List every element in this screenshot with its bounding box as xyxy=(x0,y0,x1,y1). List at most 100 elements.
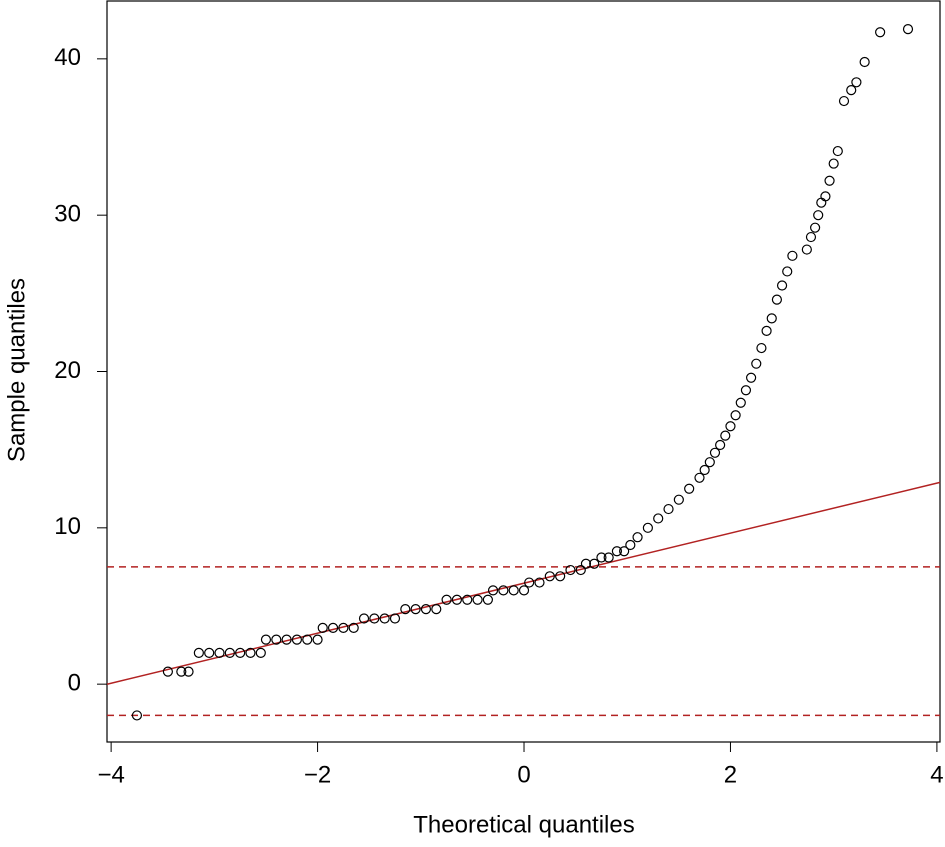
point xyxy=(302,634,313,645)
point xyxy=(312,634,323,645)
point xyxy=(761,325,772,336)
point xyxy=(162,666,174,677)
point xyxy=(684,483,695,494)
point xyxy=(776,280,788,291)
point xyxy=(619,546,630,557)
point xyxy=(224,647,235,658)
point xyxy=(369,613,380,624)
point xyxy=(193,647,204,658)
point xyxy=(338,622,349,633)
x-tick-label: 4 xyxy=(930,761,943,788)
x-tick-label: −4 xyxy=(97,761,124,788)
point xyxy=(420,604,432,615)
point xyxy=(348,622,359,633)
point xyxy=(462,594,473,605)
point xyxy=(730,410,741,421)
point xyxy=(482,594,493,605)
point xyxy=(596,552,607,563)
point xyxy=(846,85,857,96)
point xyxy=(214,647,225,658)
point xyxy=(709,447,721,458)
x-tick-label: 2 xyxy=(724,761,737,788)
point xyxy=(603,552,614,563)
point xyxy=(715,439,726,451)
point xyxy=(771,294,783,305)
point xyxy=(832,145,843,157)
y-axis-label: Sample quantiles xyxy=(3,278,30,462)
plot-frame xyxy=(106,0,941,743)
y-tick-label: 40 xyxy=(54,44,81,71)
point xyxy=(694,472,705,483)
point xyxy=(875,27,886,38)
point xyxy=(813,210,824,221)
point xyxy=(281,634,292,645)
y-tick-label: 30 xyxy=(54,201,81,228)
point xyxy=(805,231,817,243)
y-tick-label: 20 xyxy=(54,357,81,384)
point xyxy=(204,647,215,658)
point xyxy=(751,358,762,369)
point xyxy=(235,647,246,658)
qq-line xyxy=(106,481,941,685)
point xyxy=(782,266,793,277)
point xyxy=(524,577,535,588)
point xyxy=(625,539,636,551)
point xyxy=(358,613,370,624)
point xyxy=(441,594,452,605)
point xyxy=(632,532,643,543)
point xyxy=(565,564,576,576)
x-tick-label: 0 xyxy=(517,761,530,788)
point xyxy=(555,571,566,582)
point xyxy=(589,558,600,569)
point xyxy=(720,430,731,441)
point xyxy=(575,564,586,576)
point xyxy=(451,594,463,605)
point xyxy=(379,613,390,624)
point xyxy=(810,222,821,233)
x-axis-label: Theoretical quantiles xyxy=(413,811,634,838)
y-tick-label: 10 xyxy=(54,513,81,540)
point xyxy=(131,710,143,721)
point xyxy=(544,571,555,582)
point xyxy=(498,585,509,596)
point xyxy=(472,594,483,605)
point xyxy=(902,24,914,35)
point xyxy=(820,191,831,202)
point xyxy=(176,666,187,677)
point xyxy=(859,56,870,68)
point xyxy=(400,604,411,615)
point xyxy=(816,197,827,208)
point xyxy=(518,585,530,596)
y-tick-label: 0 xyxy=(68,670,81,697)
point xyxy=(704,457,715,468)
point xyxy=(410,604,421,615)
point xyxy=(740,385,752,396)
point xyxy=(389,613,401,624)
point xyxy=(787,250,798,261)
point xyxy=(699,464,710,476)
point xyxy=(746,372,757,383)
point xyxy=(611,546,623,557)
point xyxy=(756,342,767,354)
point xyxy=(508,585,519,596)
point xyxy=(317,622,328,633)
point xyxy=(735,397,746,408)
point xyxy=(653,513,664,524)
point xyxy=(431,604,442,615)
point xyxy=(766,313,777,324)
point xyxy=(673,494,684,505)
point xyxy=(255,647,266,658)
point xyxy=(838,95,850,107)
point xyxy=(271,634,282,645)
point xyxy=(642,522,653,533)
point xyxy=(725,421,736,432)
point xyxy=(534,577,545,588)
point xyxy=(801,244,812,255)
point xyxy=(291,634,303,645)
point xyxy=(663,503,674,515)
point xyxy=(245,647,256,658)
point xyxy=(183,666,194,677)
x-tick-label: −2 xyxy=(304,761,331,788)
point xyxy=(327,622,339,633)
